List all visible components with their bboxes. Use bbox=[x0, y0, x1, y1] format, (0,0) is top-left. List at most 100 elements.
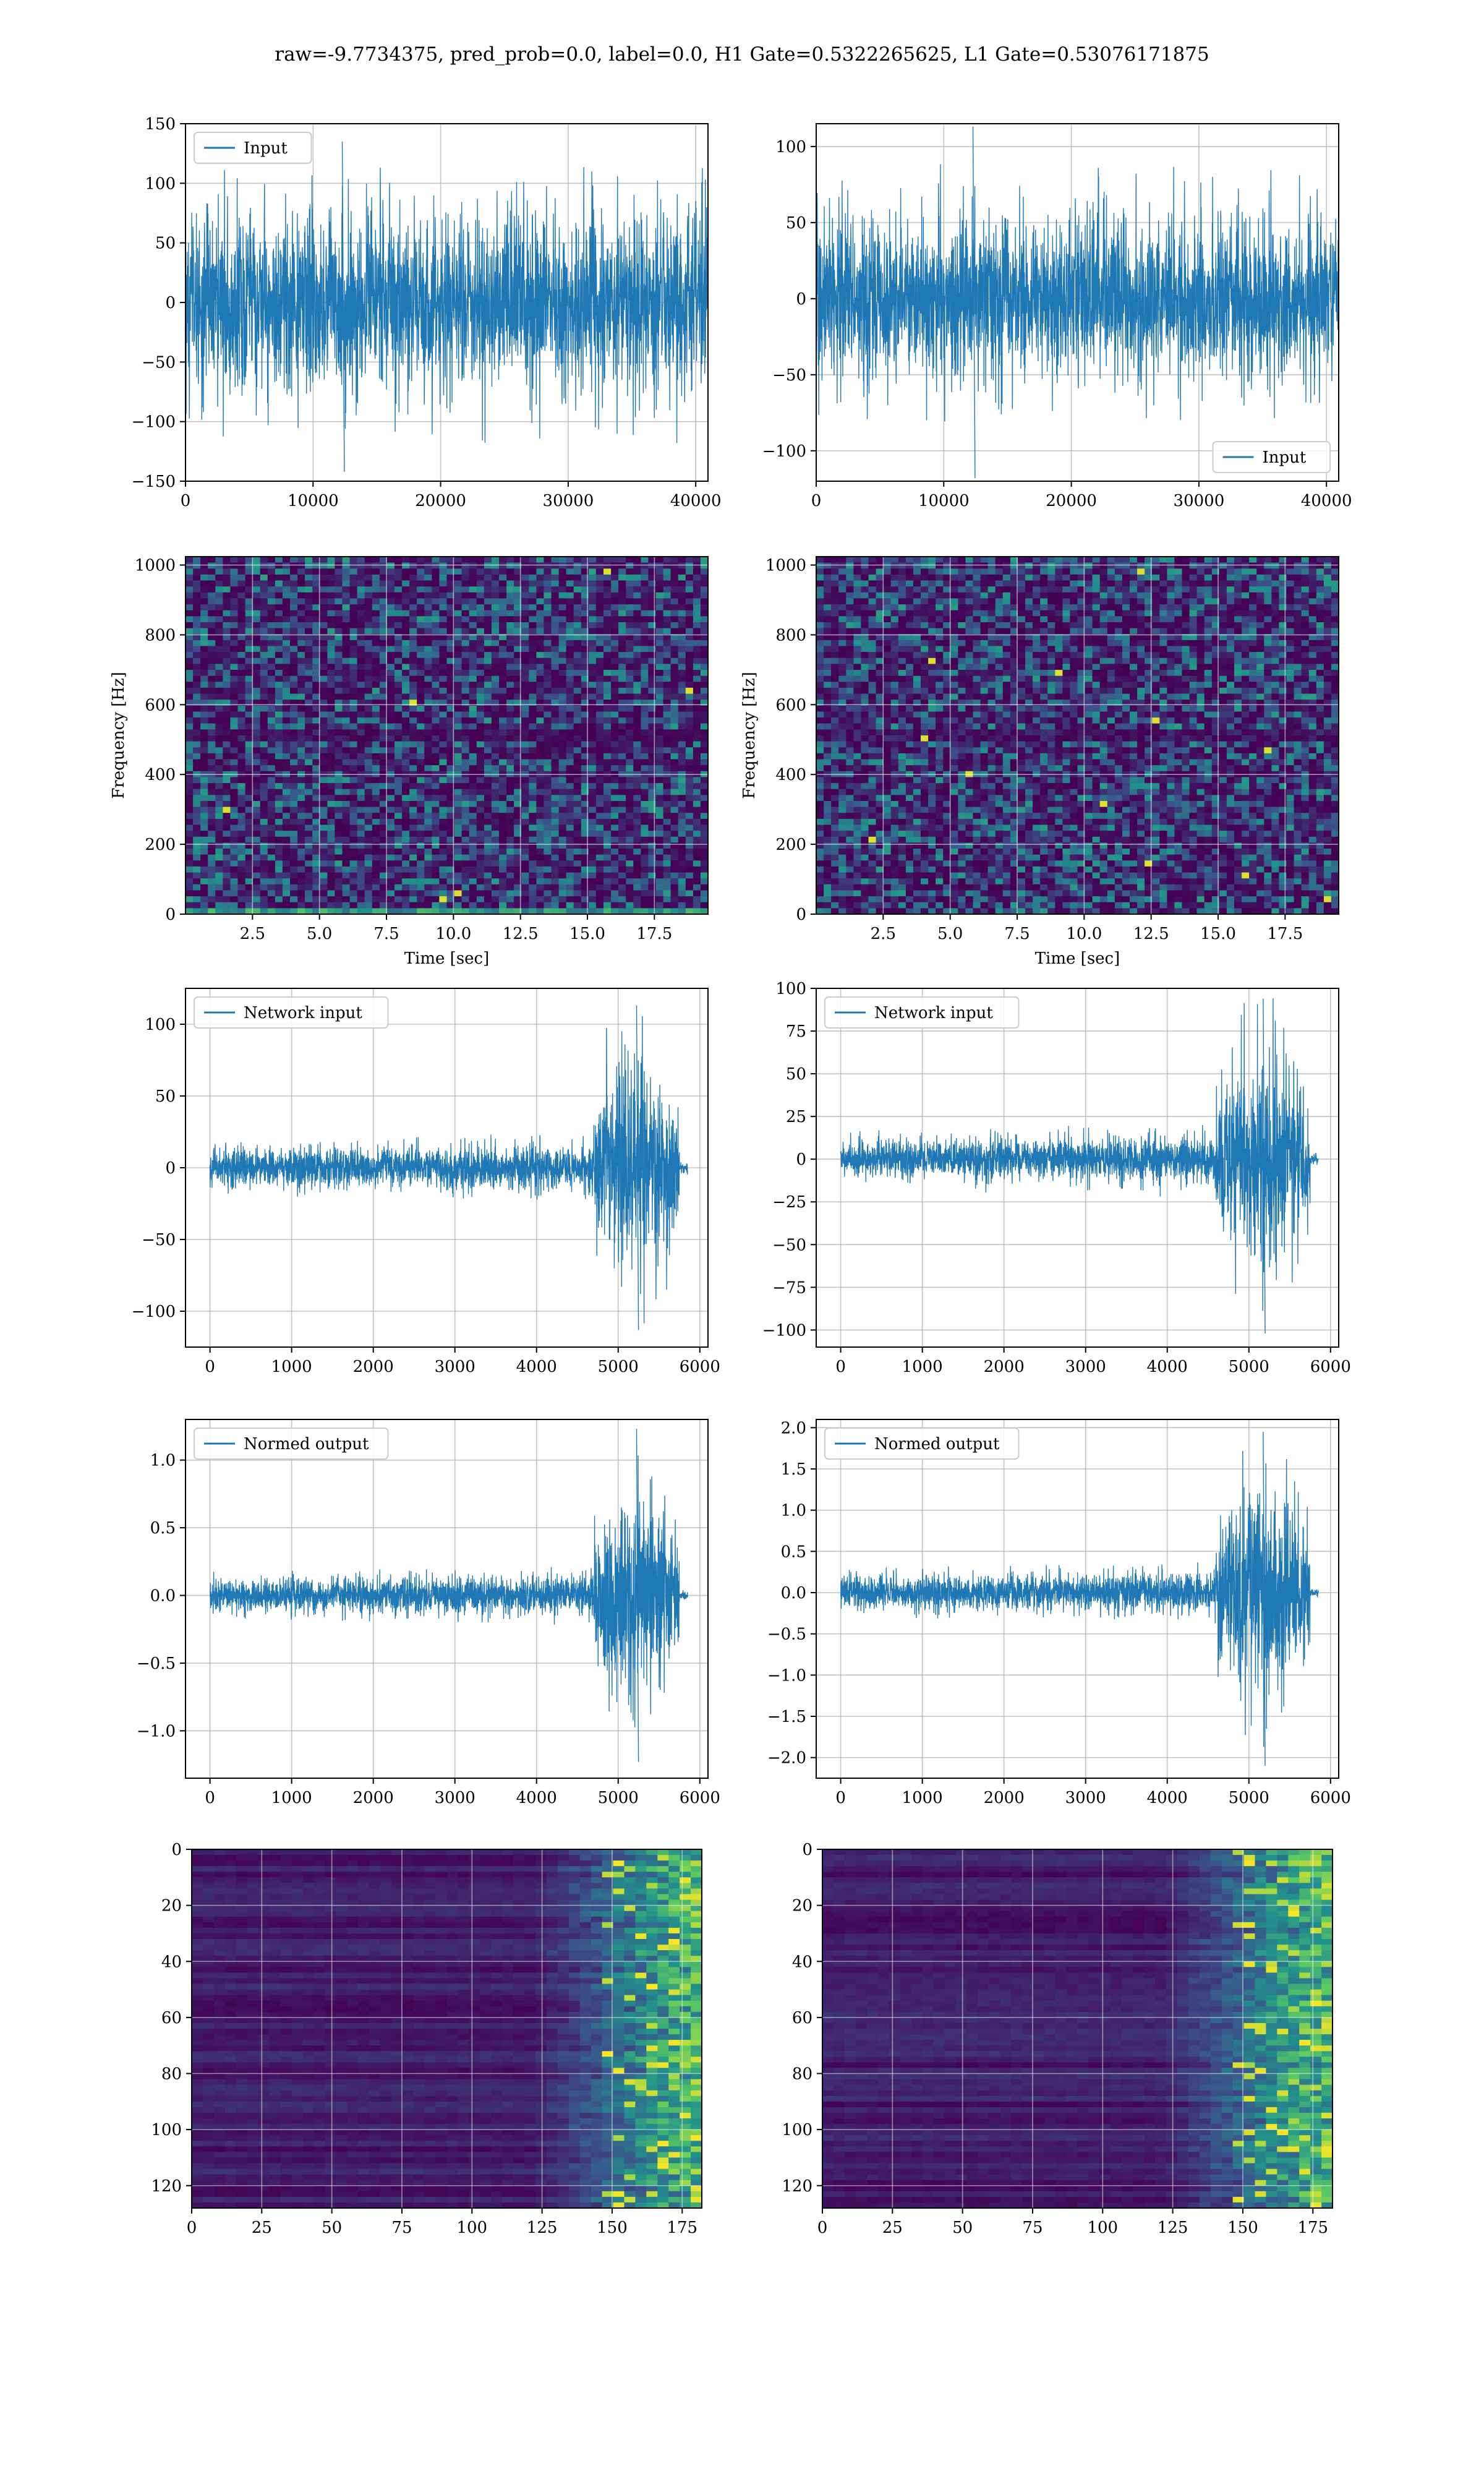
spectrogram-cell bbox=[700, 818, 709, 826]
spectrogram-cell bbox=[335, 622, 343, 629]
spectrogram-cell bbox=[618, 890, 626, 897]
spectrogram-cell bbox=[409, 664, 417, 670]
spectrogram-cell bbox=[260, 741, 268, 748]
spectrogram-cell bbox=[215, 908, 223, 915]
spectrogram-cell bbox=[424, 598, 432, 605]
spectrogram-cell bbox=[372, 741, 380, 748]
spectrogram-cell bbox=[252, 878, 261, 885]
spectrogram-cell bbox=[544, 789, 552, 795]
spectrogram-cell bbox=[499, 693, 507, 700]
spectrogram-cell bbox=[648, 783, 657, 790]
spectrogram-cell bbox=[663, 902, 672, 909]
spectrogram-cell bbox=[267, 604, 276, 611]
spectrogram-cell bbox=[208, 622, 216, 629]
spectrogram-cell bbox=[461, 700, 470, 706]
spectrogram-cell bbox=[861, 646, 869, 653]
spectrogram-cell bbox=[846, 682, 854, 688]
spectrogram-cell bbox=[551, 574, 560, 581]
spectrogram-cell bbox=[424, 866, 432, 873]
spectrogram-cell bbox=[868, 842, 877, 849]
spectrogram-cell bbox=[655, 574, 664, 581]
spectrogram-cell bbox=[663, 622, 672, 629]
spectrogram-cell bbox=[678, 854, 686, 861]
spectrogram-cell bbox=[394, 562, 403, 569]
spectrogram-cell bbox=[461, 824, 470, 831]
spectrogram-cell bbox=[618, 759, 626, 766]
spectrogram-cell bbox=[678, 646, 686, 653]
spectrogram-cell bbox=[252, 735, 261, 742]
spectrogram-cell bbox=[633, 801, 641, 808]
spectrogram-cell bbox=[626, 557, 634, 563]
spectrogram-cell bbox=[186, 687, 194, 695]
spectrogram-cell bbox=[193, 896, 201, 903]
spectrogram-cell bbox=[349, 890, 358, 897]
spectrogram-cell bbox=[193, 807, 201, 813]
spectrogram-cell bbox=[831, 598, 839, 605]
spectrogram-cell bbox=[890, 896, 899, 903]
spectrogram-cell bbox=[349, 562, 358, 569]
spectrogram-cell bbox=[245, 836, 254, 843]
spectrogram-cell bbox=[409, 836, 417, 843]
spectrogram-cell bbox=[454, 670, 463, 677]
spectrogram-cell bbox=[521, 813, 529, 820]
spectrogram-cell bbox=[424, 592, 432, 599]
spectrogram-cell bbox=[245, 741, 254, 748]
spectrogram-cell bbox=[558, 890, 567, 897]
spectrogram-cell bbox=[305, 908, 313, 915]
spectrogram-cell bbox=[693, 693, 701, 700]
spectrogram-cell bbox=[529, 753, 537, 760]
spectrogram-cell bbox=[417, 687, 425, 695]
spectrogram-cell bbox=[461, 836, 470, 843]
spectrogram-cell bbox=[424, 580, 432, 587]
spectrogram-cell bbox=[890, 598, 899, 605]
spectrogram-cell bbox=[700, 836, 709, 843]
spectrogram-cell bbox=[581, 818, 589, 826]
spectrogram-cell bbox=[409, 687, 417, 695]
spectrogram-cell bbox=[364, 670, 373, 677]
spectrogram-cell bbox=[626, 610, 634, 617]
spectrogram-cell bbox=[357, 568, 365, 575]
spectrogram-cell bbox=[461, 675, 470, 682]
axes-frame bbox=[816, 123, 1339, 482]
spectrogram-cell bbox=[260, 717, 268, 724]
spectrogram-cell bbox=[290, 580, 298, 587]
spectrogram-cell bbox=[409, 634, 417, 641]
spectrogram-cell bbox=[439, 634, 448, 641]
spectrogram-cell bbox=[349, 705, 358, 712]
spectrogram-cell bbox=[544, 700, 552, 706]
spectrogram-cell bbox=[409, 813, 417, 820]
spectrogram-cell bbox=[193, 795, 201, 802]
spectrogram-cell bbox=[824, 604, 832, 611]
spectrogram-cell bbox=[379, 878, 388, 885]
spectrogram-cell bbox=[186, 646, 194, 653]
spectrogram-cell bbox=[349, 902, 358, 909]
spectrogram-cell bbox=[342, 592, 351, 599]
spectrogram-cell bbox=[394, 723, 403, 730]
spectrogram-cell bbox=[364, 640, 373, 647]
spectrogram-cell bbox=[551, 557, 560, 563]
spectrogram-cell bbox=[312, 860, 320, 867]
spectrogram-cell bbox=[305, 807, 313, 813]
spectrogram-cell bbox=[275, 783, 283, 790]
spectrogram-cell bbox=[853, 818, 862, 826]
spectrogram-cell bbox=[626, 682, 634, 688]
spectrogram-cell bbox=[402, 777, 410, 784]
spectrogram-cell bbox=[237, 783, 246, 790]
spectrogram-cell bbox=[831, 670, 839, 677]
spectrogram-cell bbox=[514, 568, 522, 575]
spectrogram-cell bbox=[603, 682, 612, 688]
spectrogram-cell bbox=[476, 831, 485, 837]
spectrogram-cell bbox=[883, 741, 892, 748]
spectrogram-cell bbox=[861, 586, 869, 593]
spectrogram-cell bbox=[230, 872, 239, 879]
spectrogram-cell bbox=[618, 753, 626, 760]
spectrogram-cell bbox=[186, 723, 194, 730]
spectrogram-cell bbox=[838, 675, 846, 682]
spectrogram-cell bbox=[439, 682, 448, 688]
spectrogram-cell bbox=[267, 610, 276, 617]
spectrogram-cell bbox=[320, 735, 328, 742]
spectrogram-cell bbox=[566, 836, 574, 843]
spectrogram-cell bbox=[432, 759, 440, 766]
spectrogram-cell bbox=[417, 831, 425, 837]
spectrogram-cell bbox=[521, 795, 529, 802]
